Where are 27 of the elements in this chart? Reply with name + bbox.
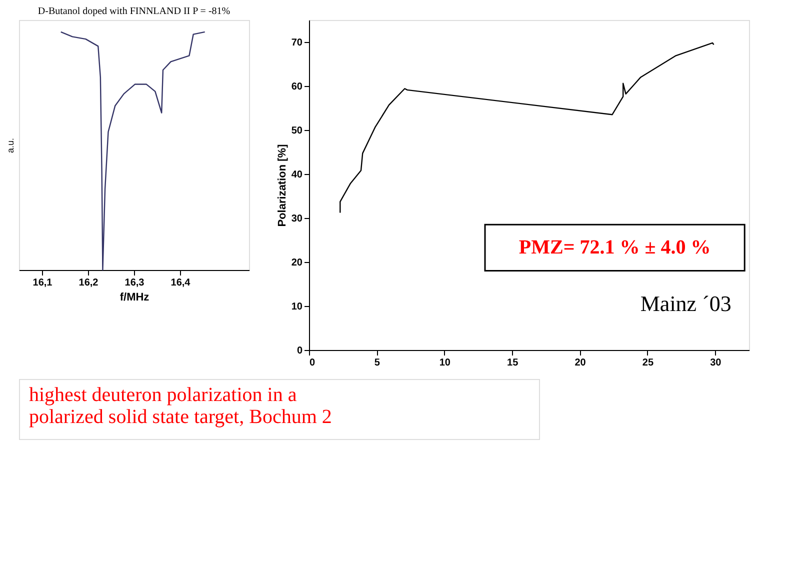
y-tick-label: 60 — [291, 82, 303, 92]
y-tick-label: 70 — [291, 38, 303, 48]
x-tick-label: 15 — [507, 358, 519, 368]
x-tick-label: 16,1 — [32, 278, 53, 288]
y-tick-label: 30 — [291, 214, 303, 224]
annotation: Mainz ´03 — [640, 290, 732, 316]
x-tick-label: 10 — [439, 358, 451, 368]
text: highest deuteron polarization in a polarized solid state target, Bochum 2 — [29, 384, 332, 428]
y-tick-label: 20 — [291, 258, 303, 268]
y-axis-title: Polarization [%] — [276, 144, 288, 227]
x-tick-label: 20 — [574, 358, 586, 368]
x-tick-label: 16,3 — [124, 278, 145, 288]
x-tick-label: 0 — [310, 358, 316, 368]
x-axis-title: f/MHz — [120, 292, 150, 304]
y-tick-label: 50 — [291, 126, 303, 136]
x-tick-label: 25 — [642, 358, 654, 368]
chart-title: D-Butanol doped with FINNLAND II P = -81% — [38, 6, 230, 17]
y-axis-title: a.u. — [6, 138, 16, 154]
annotation: PMZ= 72.1 % ± 4.0 % — [518, 236, 711, 259]
x-tick-label: 16,4 — [170, 278, 191, 288]
x-tick-label: 16,2 — [78, 278, 99, 288]
x-tick-label: 30 — [710, 358, 722, 368]
x-tick-label: 5 — [374, 358, 380, 368]
line-series — [340, 42, 714, 214]
y-tick-label: 40 — [291, 170, 303, 180]
y-tick-label: 10 — [291, 302, 303, 312]
y-tick-label: 0 — [296, 346, 303, 356]
